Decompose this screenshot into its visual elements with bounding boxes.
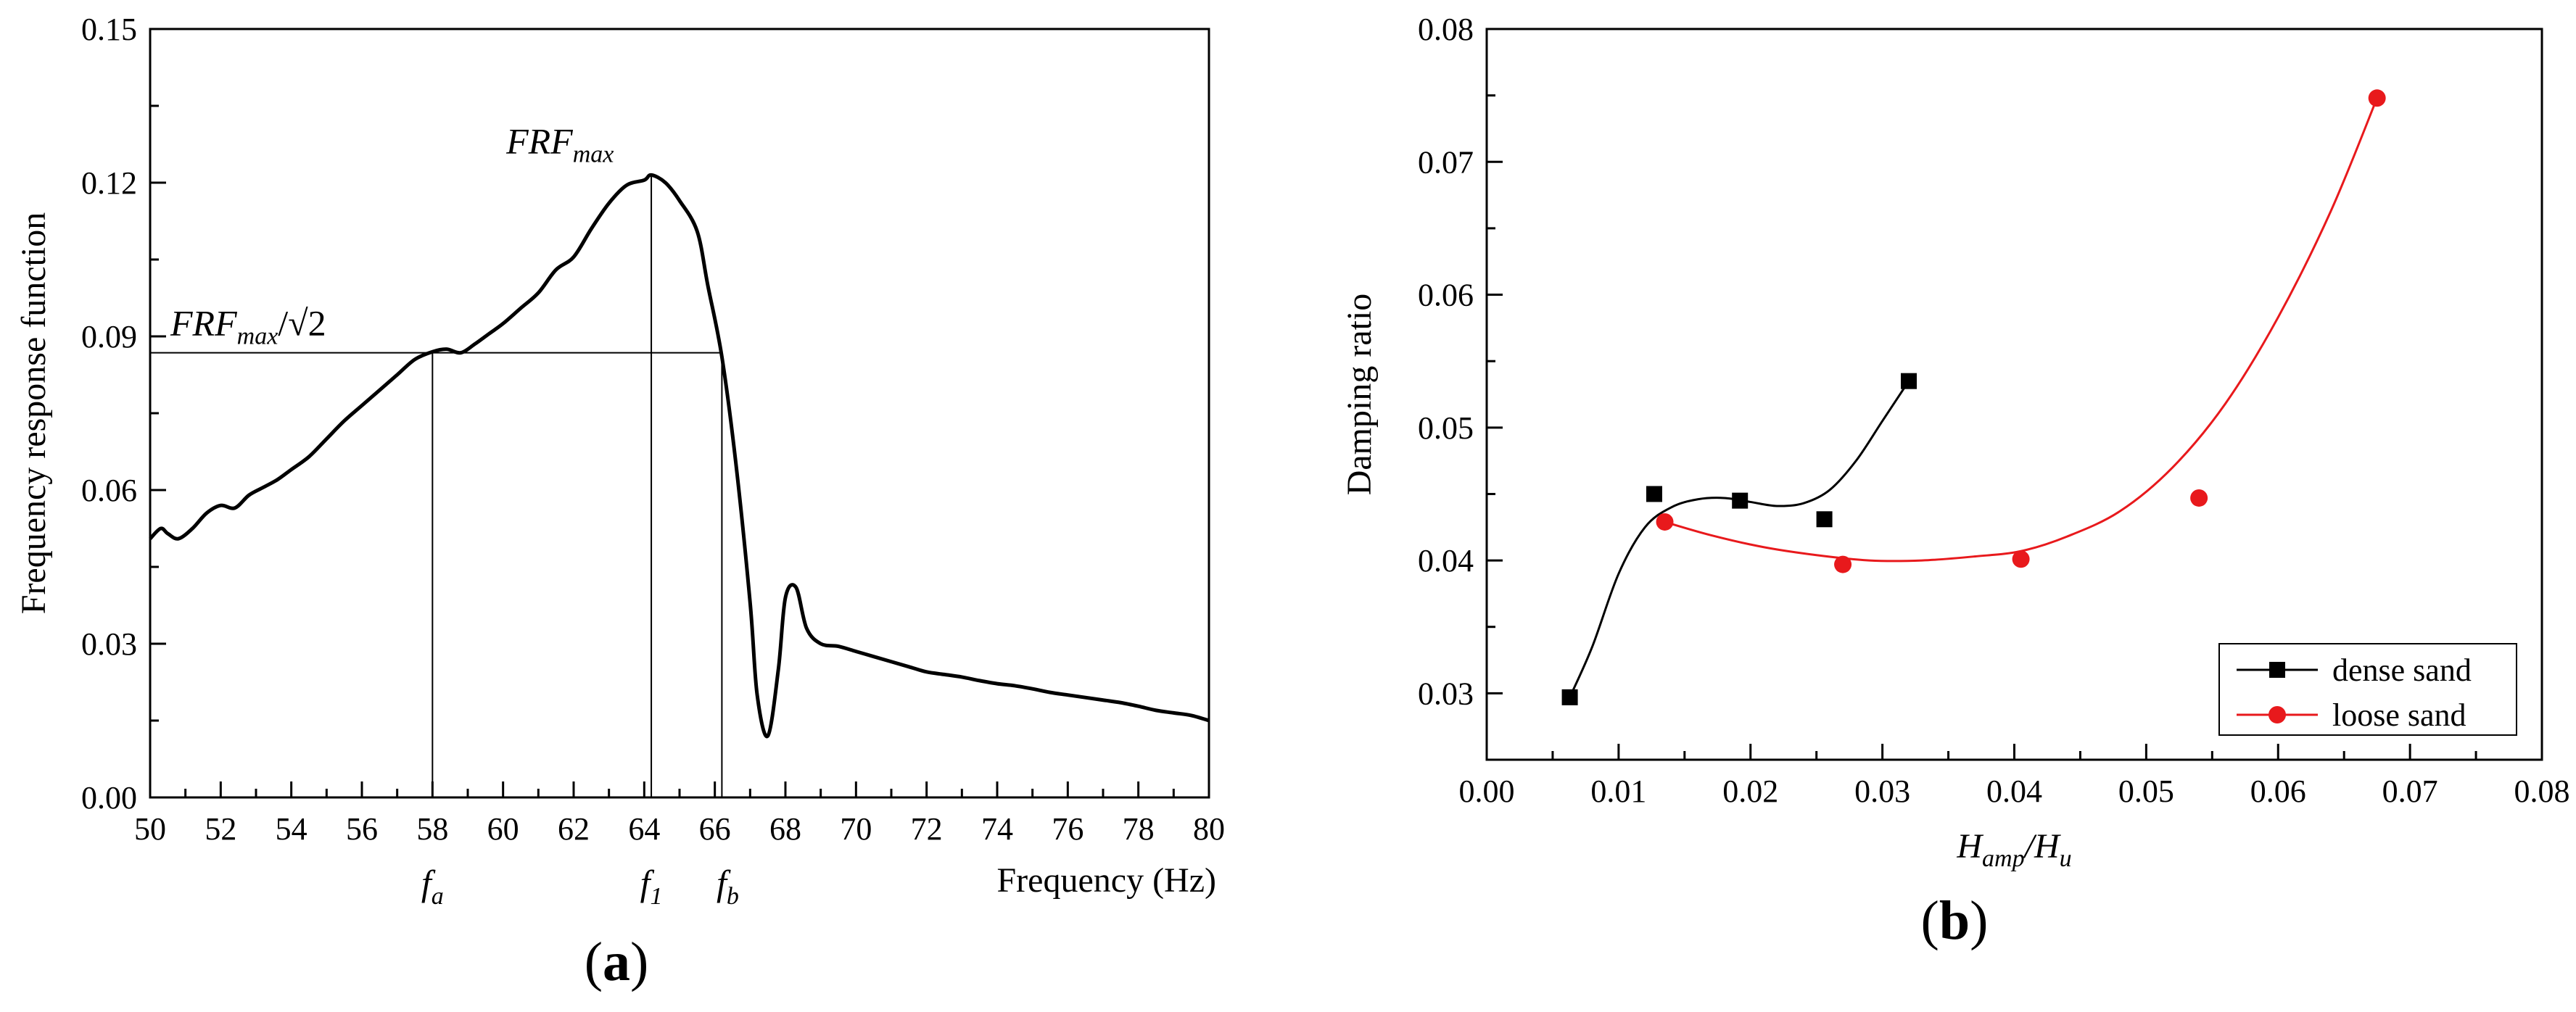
- f1-label: f1: [640, 863, 663, 910]
- panel-a-plot-frame: [149, 28, 1210, 799]
- x-tick-label: 64: [628, 811, 660, 847]
- y-tick-label: 0.07: [1418, 144, 1474, 180]
- panel-b-plot-frame: [1485, 28, 2543, 761]
- legend-square-marker: [2269, 662, 2285, 678]
- dense-sand-point: [1561, 689, 1578, 705]
- loose-sand-point: [2368, 89, 2386, 107]
- panel-a-label-open: (: [585, 932, 603, 992]
- fa-label: fa: [421, 863, 444, 910]
- panel-a-label-letter: a: [603, 932, 630, 992]
- x-label-amp-subscript: amp: [1982, 845, 2025, 872]
- x-tick-label: 68: [769, 811, 801, 847]
- half-power-subscript: max: [237, 323, 278, 350]
- y-tick-label: 0.12: [81, 165, 137, 201]
- panel-b-damping-ratio-chart: 0.00 0.01 0.02 0.03 0.04 0.05 0.06 0.07 0.08 0.03…: [1340, 12, 2570, 951]
- x-tick-label: 80: [1193, 811, 1225, 847]
- panel-a-reference-lines: [150, 175, 723, 797]
- x-tick-label: 78: [1123, 811, 1155, 847]
- f1-subscript: 1: [651, 883, 663, 910]
- y-tick-label: 0.03: [1418, 676, 1474, 711]
- panel-b-label: (b): [1921, 890, 1989, 951]
- x-label-div-h: /H: [2023, 827, 2061, 866]
- fa-subscript: a: [432, 883, 444, 910]
- dense-sand-point: [1646, 486, 1662, 502]
- loose-sand-point: [2012, 550, 2030, 568]
- frf-curve: [149, 173, 1210, 739]
- frf-max-annotation: FRFmax: [505, 120, 614, 167]
- x-tick-label: 60: [487, 811, 519, 847]
- x-tick-label: 74: [981, 811, 1013, 847]
- half-power-annotation: FRFmax/√2: [170, 303, 326, 350]
- panel-b-tick-labels: 0.00 0.01 0.02 0.03 0.04 0.05 0.06 0.07 0.08 0.03…: [1418, 12, 2570, 809]
- x-tick-label: 0.00: [1459, 773, 1515, 809]
- x-tick-label: 0.01: [1590, 773, 1646, 809]
- panel-b-y-axis-label: Damping ratio: [1340, 294, 1379, 496]
- y-tick-label: 0.06: [81, 473, 137, 508]
- dense-sand-fit-curve: [1569, 380, 1910, 698]
- y-tick-label: 0.00: [81, 780, 137, 816]
- panel-a-ticks: [149, 28, 1210, 799]
- x-tick-label: 54: [276, 811, 307, 847]
- x-tick-label: 0.04: [1986, 773, 2042, 809]
- loose-sand-fit-curve: [1664, 97, 2379, 563]
- x-tick-label: 0.06: [2250, 773, 2306, 809]
- panel-b-fit-curves: [1569, 97, 2379, 698]
- y-tick-label: 0.15: [81, 12, 137, 47]
- panel-a-y-axis-label: Frequency response function: [15, 212, 53, 615]
- half-power-text: FRF: [170, 303, 237, 344]
- x-tick-label: 58: [416, 811, 448, 847]
- x-tick-label: 0.03: [1854, 773, 1910, 809]
- x-tick-label: 50: [134, 811, 166, 847]
- loose-sand-point: [1834, 555, 1852, 573]
- loose-sand-point: [2190, 489, 2208, 507]
- y-tick-label: 0.08: [1418, 12, 1474, 47]
- dense-sand-point: [1732, 492, 1749, 509]
- x-label-u-subscript: u: [2060, 845, 2072, 872]
- fb-subscript: b: [727, 883, 739, 910]
- fb-label: fb: [717, 863, 739, 910]
- legend: dense sand loose sand: [2218, 643, 2517, 736]
- legend-circle-marker: [2269, 706, 2286, 723]
- panel-a-frequency-response-chart: 50 52 54 56 58 60 62 64 66 68 70 72 74 76 78 80 0.00 0.03…: [15, 12, 1225, 992]
- panel-b-data-points: [1561, 89, 2386, 705]
- panel-b-x-axis-label: Hamp/Hu: [1956, 827, 2071, 872]
- loose-sand-point: [1656, 513, 1674, 531]
- x-tick-label: 0.07: [2382, 773, 2438, 809]
- y-tick-label: 0.06: [1418, 278, 1474, 313]
- x-label-h: H: [1956, 827, 1983, 866]
- x-tick-label: 66: [699, 811, 731, 847]
- panel-a-label-close: ): [630, 932, 648, 992]
- dense-sand-point: [1901, 373, 1917, 389]
- panel-b-label-open: (: [1921, 890, 1939, 951]
- x-tick-label: 0.02: [1722, 773, 1778, 809]
- y-tick-label: 0.05: [1418, 410, 1474, 446]
- x-tick-label: 62: [558, 811, 590, 847]
- y-tick-label: 0.03: [81, 626, 137, 662]
- x-tick-label: 56: [346, 811, 378, 847]
- panel-a-label: (a): [585, 932, 649, 992]
- legend-label: loose sand: [2332, 697, 2466, 733]
- x-tick-label: 0.05: [2118, 773, 2174, 809]
- panel-a-x-axis-label: Frequency (Hz): [996, 861, 1216, 900]
- x-tick-label: 0.08: [2514, 773, 2570, 809]
- legend-label: dense sand: [2332, 652, 2472, 688]
- x-tick-label: 52: [205, 811, 236, 847]
- y-tick-label: 0.04: [1418, 543, 1474, 578]
- y-tick-label: 0.09: [81, 319, 137, 354]
- panel-b-label-letter: b: [1939, 890, 1970, 951]
- frf-max-text: FRF: [505, 120, 573, 161]
- half-power-divisor: /√2: [278, 303, 326, 344]
- frf-max-subscript: max: [573, 141, 614, 167]
- x-tick-label: 72: [911, 811, 943, 847]
- x-tick-label: 76: [1052, 811, 1083, 847]
- panel-a-tick-labels: 50 52 54 56 58 60 62 64 66 68 70 72 74 76 78 80 0.00 0.03…: [81, 12, 1225, 847]
- panel-b-label-close: ): [1970, 890, 1988, 951]
- legend-box: [2218, 643, 2517, 736]
- dense-sand-point: [1816, 511, 1833, 528]
- x-tick-label: 70: [840, 811, 872, 847]
